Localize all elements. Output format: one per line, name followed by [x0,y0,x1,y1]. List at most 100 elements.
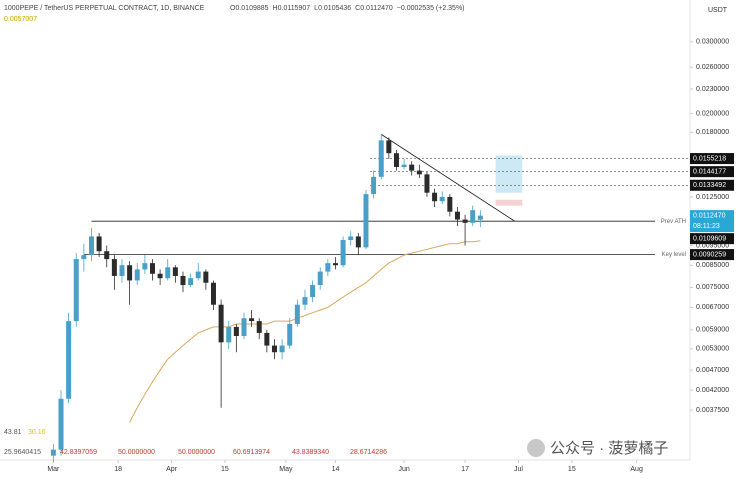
candle-body [363,194,369,248]
candle-body [302,297,308,305]
candle-body [462,219,468,223]
candle-body [172,267,178,276]
candle-body [58,398,64,450]
ohlc-value: C0.0112470 [355,5,393,12]
x-tick-label: Jun [398,466,409,473]
candle-body [409,164,415,171]
ma-label: 0.0057007 [4,16,37,23]
candle-body [271,345,277,353]
candle-body [371,176,377,195]
candle-body [416,170,422,175]
y-tick-label: 0.0180000 [696,129,729,136]
y-tick-label: 0.0125000 [696,194,729,201]
candle-body [310,285,316,298]
candle-body [81,255,87,260]
indicator-value: 42.8397059 [60,449,97,456]
price-label-box [690,210,734,233]
candle-body [378,140,384,177]
y-tick-label: 0.0095000 [696,242,729,249]
price-label-box [690,249,734,261]
candle-body [386,140,392,154]
price-label: 0.0133492 [693,182,726,189]
price-label-box [690,166,734,178]
price-label: 0.0144177 [693,168,726,175]
indicator-value: 30.16 [28,429,46,436]
indicator-value: 43.81 [4,429,22,436]
candle-body [180,275,186,286]
candle-body [264,332,270,346]
x-tick-label: 15 [221,466,229,473]
indicator-value: 28.6714286 [350,449,387,456]
y-tick-label: 0.0200000 [696,111,729,118]
y-tick-label: 0.0053000 [696,346,729,353]
watermark-icon [527,439,545,457]
candle-body [134,269,140,281]
candle-body [127,265,133,281]
candle-body [294,304,300,324]
candle-body [203,271,209,283]
y-unit: USDT [708,7,728,14]
candle-body [432,192,438,202]
x-tick-label: 14 [332,466,340,473]
ohlc-value: O0.0109885 [230,5,269,12]
y-tick-label: 0.0075000 [696,284,729,291]
candle-body [325,263,331,272]
countdown: 08:11:23 [693,223,720,230]
price-label: 0.0112470 [693,212,726,219]
candle-body [279,345,285,353]
x-tick-label: May [279,466,293,473]
candle-body [317,271,323,286]
ohlc-header: O0.0109885 H0.0115907 L0.0105436 C0.0112470… [230,5,465,12]
y-tick-label: 0.0059000 [696,327,729,334]
candle-body [165,267,171,279]
candle-body [157,273,163,279]
y-tick-label: 0.0085000 [696,262,729,269]
price-label-box [690,153,734,165]
candle-body [96,236,102,252]
y-tick-label: 0.0300000 [696,39,729,46]
indicator-value: 50.0000000 [178,449,215,456]
candle-body [470,210,476,223]
level-label: Prev ATH [661,219,686,225]
candle-body [73,259,79,322]
x-tick-label: Apr [166,466,178,473]
candle-body [287,323,293,346]
candle-body [332,263,338,266]
x-tick-label: 18 [114,466,122,473]
candle-body [454,211,460,220]
stop-zone [495,199,523,206]
price-label: 0.0090259 [693,251,726,258]
level-label: Key level [662,252,686,258]
candle-body [424,174,430,193]
candle-body [142,263,148,270]
candle-body [241,318,247,336]
moving-average [129,240,481,423]
candle-body [340,240,346,266]
price-label: 0.0109609 [693,235,726,242]
target-zone [495,155,523,193]
price-label-box [690,233,734,245]
indicator-value: 43.8389340 [292,449,329,456]
ohlc-value: −0.0002535 (+2.35%) [397,5,465,12]
price-label: 0.0155218 [693,155,726,162]
candle-body [188,278,194,286]
ohlc-value: L0.0105436 [314,5,351,12]
indicator-value: 25.9640415 [4,449,41,456]
watermark: 公众号 · 菠萝橘子 [527,439,668,457]
candle-body [149,263,155,274]
trendline [380,133,515,222]
x-tick-label: Aug [630,466,643,473]
x-tick-label: 17 [461,466,469,473]
candle-body [439,196,445,202]
indicator-value: 60.6913974 [233,449,270,456]
price-label-box [690,179,734,191]
candle-body [218,304,224,343]
candle-body [477,215,483,220]
x-tick-label: 15 [568,466,576,473]
candle-body [195,271,201,279]
candle-body [111,259,117,276]
candle-body [393,153,399,168]
candle-body [88,236,94,256]
